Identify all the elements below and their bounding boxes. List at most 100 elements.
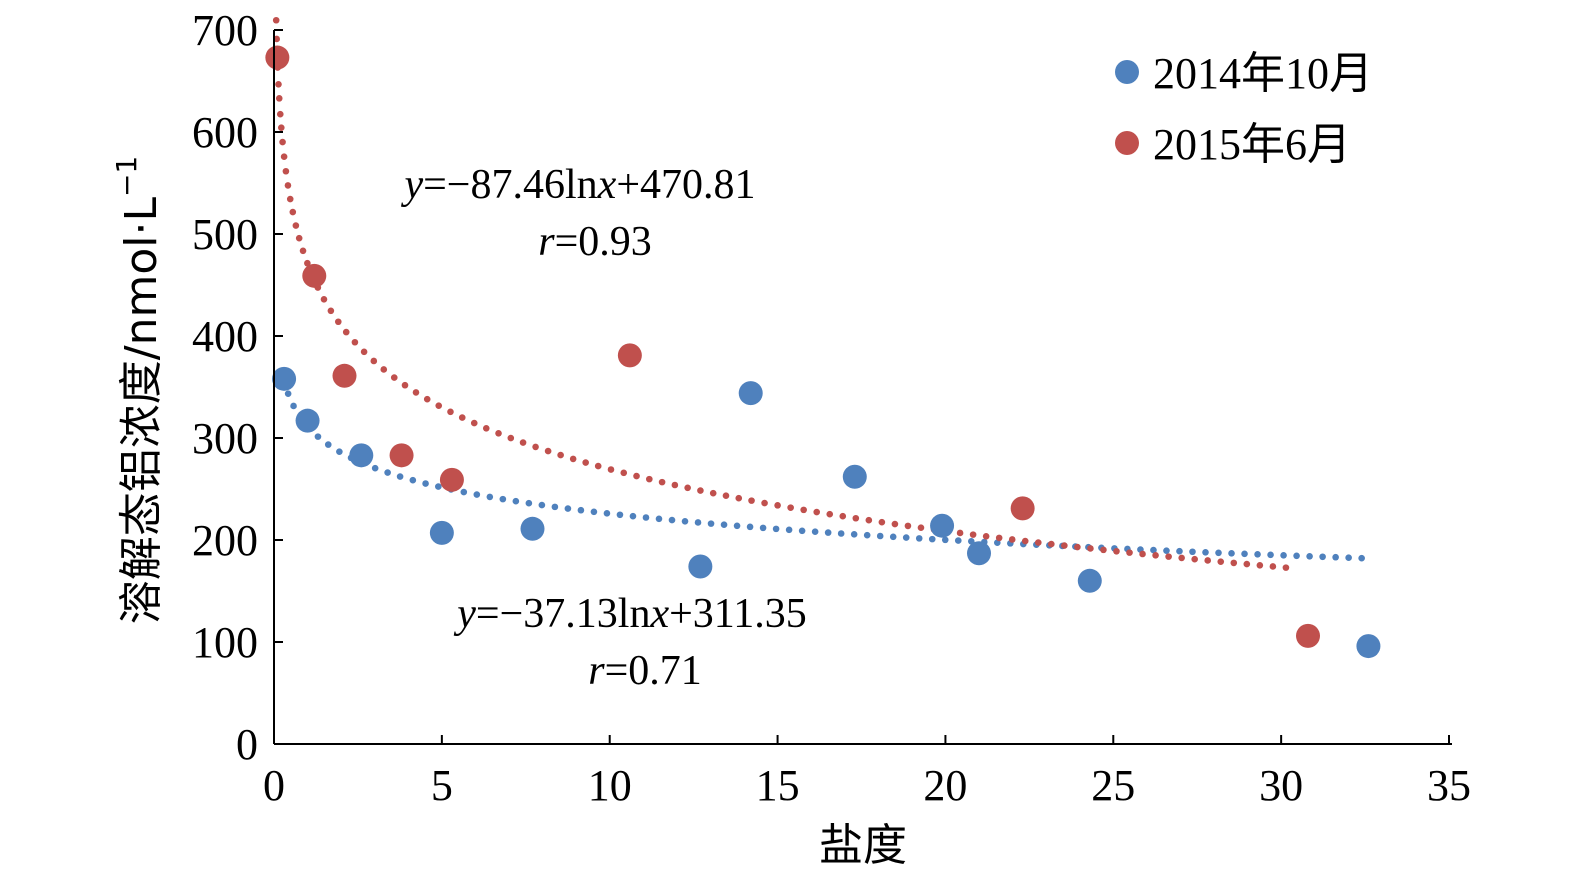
data-point-0-0 bbox=[272, 366, 297, 391]
x-tick-label: 0 bbox=[263, 761, 285, 810]
trendline-dot bbox=[1256, 561, 1264, 569]
data-point-0-8 bbox=[930, 513, 955, 538]
trendline-dot bbox=[811, 528, 819, 536]
eq-r-value: =0.71 bbox=[605, 648, 702, 694]
trendline-dot bbox=[709, 489, 717, 497]
trendline-dot bbox=[1074, 543, 1081, 551]
trendline-dot bbox=[902, 534, 910, 541]
trendline-dot bbox=[351, 338, 359, 346]
correlation-2015-06: r=0.93 bbox=[538, 219, 652, 265]
trendline-dot bbox=[891, 520, 899, 528]
eq-rhs-a: =−87.46ln bbox=[423, 162, 598, 208]
trendline-dot bbox=[275, 80, 282, 88]
trendline-dot bbox=[642, 514, 650, 521]
trendline-dot bbox=[1204, 557, 1212, 564]
y-axis-title-exponent: −1 bbox=[110, 156, 143, 197]
y-tick-label: 700 bbox=[192, 6, 258, 55]
trendline-dot bbox=[1139, 550, 1146, 558]
trendline-dot bbox=[512, 497, 520, 505]
trendline-dot bbox=[1345, 554, 1352, 561]
equation-annotation-2015-06: y=−87.46lnx+470.81 r=0.93 bbox=[400, 162, 755, 265]
x-tick-label: 35 bbox=[1427, 761, 1471, 810]
y-tick-label: 200 bbox=[192, 516, 258, 565]
trendline-dot bbox=[837, 530, 845, 537]
equation-2014-10: y=−37.13lnx+311.35 bbox=[453, 591, 807, 637]
trendline-dot bbox=[1087, 545, 1094, 552]
trendline-dot bbox=[1126, 549, 1133, 556]
trendline-dot bbox=[928, 535, 936, 543]
y-tick-label: 100 bbox=[192, 618, 258, 667]
x-tick-label: 30 bbox=[1259, 761, 1303, 810]
trendline-dot bbox=[956, 529, 964, 537]
data-point-1-2 bbox=[332, 363, 357, 388]
trendline-dot bbox=[486, 493, 494, 501]
trendline-dot bbox=[915, 535, 923, 542]
data-point-0-4 bbox=[520, 516, 545, 541]
trendline-dot bbox=[289, 208, 297, 216]
trendline-dot bbox=[878, 518, 886, 526]
tick-layer: 0 5 10 15 20 25 30 35 0 100 200 300 400 500 600 700 bbox=[192, 6, 1471, 810]
trendline-dot bbox=[278, 124, 285, 131]
trendline-dot bbox=[447, 408, 454, 416]
trendline-dot bbox=[594, 462, 602, 470]
trendline-dot bbox=[646, 475, 653, 483]
equation-annotation-2014-10: y=−37.13lnx+311.35 r=0.71 bbox=[453, 591, 807, 694]
trendline-dot bbox=[460, 488, 468, 496]
trendline-dot bbox=[1243, 560, 1251, 568]
legend: 2014年10月 2015年6月 bbox=[1115, 49, 1373, 169]
trendline-dot bbox=[787, 504, 794, 511]
trendline-dot bbox=[1306, 552, 1313, 560]
trendline-dot bbox=[865, 516, 873, 524]
trendline-dot bbox=[876, 532, 884, 540]
trendline-dot bbox=[342, 328, 350, 336]
trendline-dot bbox=[889, 533, 897, 541]
trendline-dot bbox=[422, 480, 429, 487]
trendline-dot bbox=[284, 182, 292, 189]
trendline-dot bbox=[629, 512, 637, 520]
trendline-dot bbox=[458, 414, 466, 421]
trendline-dot bbox=[371, 464, 379, 472]
trendline-dot bbox=[1048, 540, 1055, 548]
trendline-dot bbox=[759, 524, 767, 532]
trendline-dot bbox=[668, 516, 676, 524]
trendline-dot bbox=[272, 16, 280, 24]
trendline-dot bbox=[1358, 554, 1365, 562]
legend-marker-2015-06 bbox=[1115, 131, 1139, 155]
legend-label-2015-06: 2015年6月 bbox=[1153, 120, 1351, 169]
trendline-dot bbox=[982, 532, 990, 540]
trendline-dot bbox=[1034, 539, 1042, 546]
data-point-1-3 bbox=[389, 443, 414, 468]
trendline-dot bbox=[1176, 547, 1183, 555]
trendline-dot bbox=[1202, 548, 1209, 556]
data-point-0-1 bbox=[295, 408, 320, 433]
data-point-0-7 bbox=[842, 464, 867, 489]
trendline-dot bbox=[360, 348, 368, 356]
trendline-dot bbox=[954, 537, 962, 544]
trendline-dot bbox=[470, 419, 478, 427]
trendline-dot bbox=[519, 439, 527, 446]
trendline-dot bbox=[299, 247, 307, 255]
trendline-dot bbox=[1267, 551, 1274, 559]
trendline-dot bbox=[850, 531, 858, 538]
trendline-dot bbox=[616, 511, 624, 519]
data-point-0-3 bbox=[429, 520, 454, 545]
trendline-dot bbox=[435, 483, 442, 490]
data-point-1-5 bbox=[617, 343, 642, 368]
trendline-dot bbox=[284, 390, 292, 397]
trendline-dot bbox=[1113, 547, 1120, 555]
trendline-dot bbox=[314, 433, 322, 440]
data-point-0-6 bbox=[738, 381, 763, 406]
legend-label-2014-10: 2014年10月 bbox=[1153, 49, 1373, 98]
trendline-dot bbox=[813, 508, 821, 516]
trendline-dot bbox=[607, 466, 615, 473]
trendline-dot bbox=[409, 476, 417, 484]
trendline-dot bbox=[1230, 559, 1238, 567]
trendline-dot bbox=[785, 526, 793, 534]
data-point-1-0 bbox=[265, 45, 290, 70]
trendline-dot bbox=[1165, 553, 1172, 560]
data-point-0-2 bbox=[349, 443, 374, 468]
trendline-dot bbox=[863, 531, 871, 539]
trendline-dot bbox=[275, 95, 283, 102]
trendline-dot bbox=[694, 519, 702, 526]
